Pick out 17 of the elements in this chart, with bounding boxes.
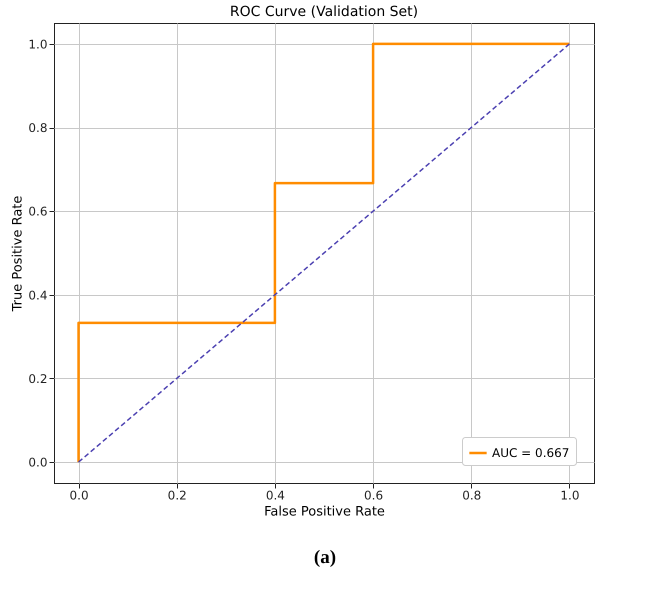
y-tick-label: 1.0: [28, 37, 48, 52]
x-tick-label: 0.6: [364, 488, 384, 502]
y-axis-title: True Positive Rate: [10, 196, 26, 312]
x-tick-label: 0.4: [266, 488, 285, 502]
text: (a): [312, 547, 338, 569]
x-axis-title: False Positive Rate: [264, 504, 385, 520]
x-tick-label: 1.0: [560, 488, 580, 502]
y-tick-label: 0.0: [28, 456, 48, 470]
x-tick-label: 0.2: [168, 488, 187, 502]
y-tick-label: 0.2: [28, 372, 48, 386]
y-tick-label: 0.4: [28, 288, 48, 302]
y-tick-label: 0.8: [28, 121, 48, 136]
x-tick-label: 0.8: [462, 488, 482, 502]
chart-title: ROC Curve (Validation Set): [230, 4, 418, 20]
x-tick-label: 0.0: [70, 488, 89, 502]
y-tick-label: 0.6: [28, 204, 48, 219]
legend-label: AUC = 0.667: [492, 446, 570, 460]
